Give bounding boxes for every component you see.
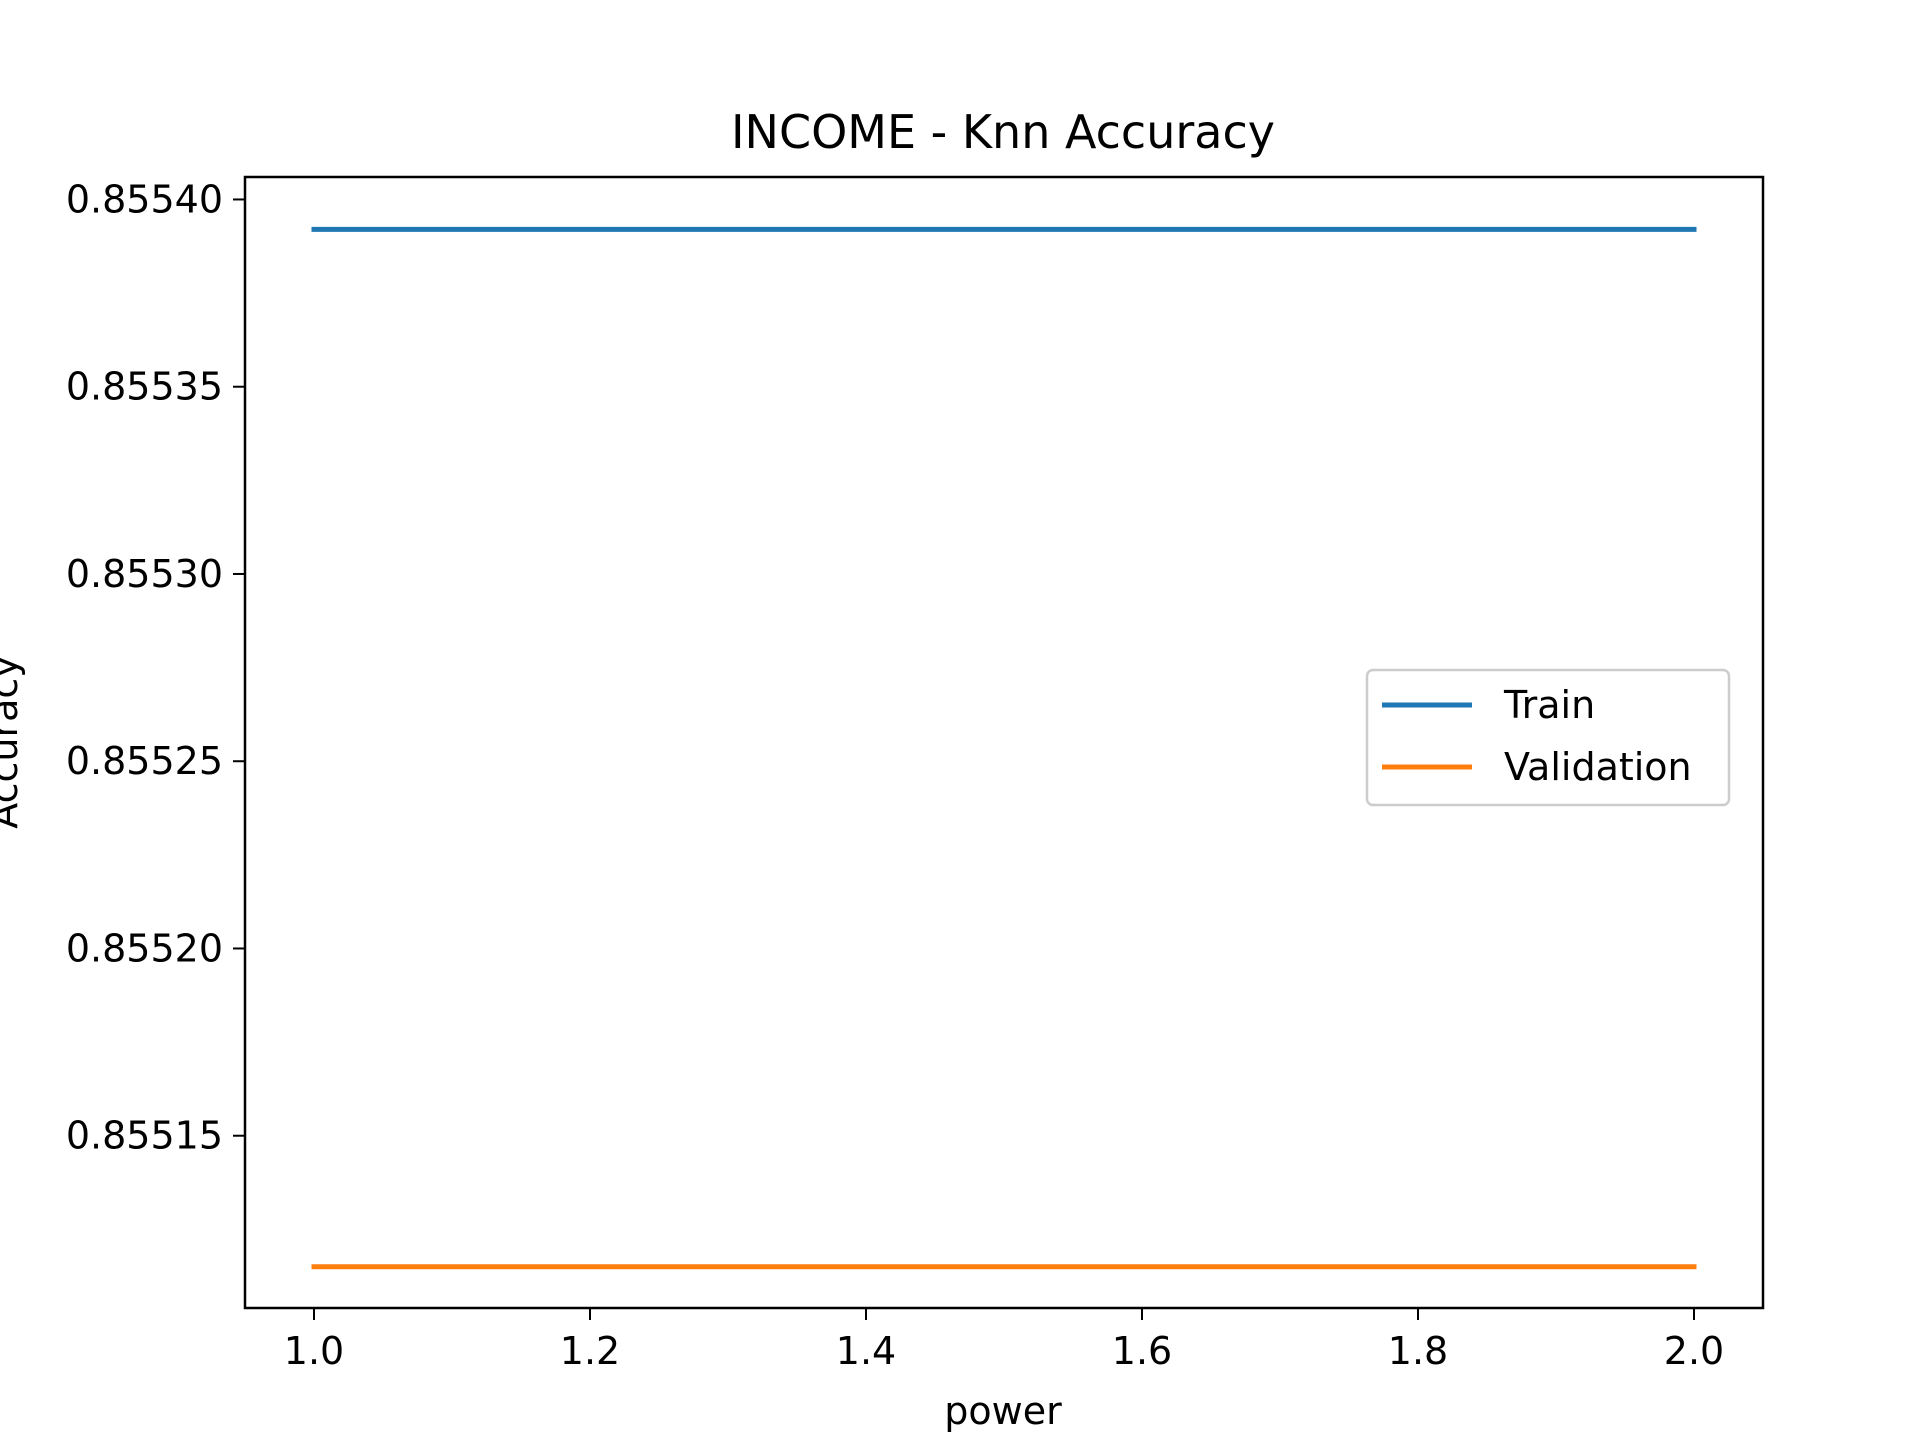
y-tick-label: 0.85530 — [66, 552, 223, 596]
legend-label: Train — [1503, 683, 1595, 727]
x-tick-label: 1.6 — [1112, 1329, 1172, 1373]
legend: Train Validation — [1365, 668, 1731, 807]
plot-frame — [243, 175, 1765, 1310]
y-tick-label: 0.85520 — [66, 926, 223, 970]
plot-content — [311, 226, 1697, 1270]
y-tick-label: 0.85540 — [66, 177, 223, 221]
x-axis-label: power — [944, 1389, 1062, 1433]
y-tick-label: 0.85525 — [66, 739, 223, 783]
x-tick-label: 1.4 — [836, 1329, 896, 1373]
y-axis-ticks: 0.85515 0.85520 0.85525 0.85530 0.85535 0.855… — [66, 177, 245, 1158]
y-axis-label: Accuracy — [0, 655, 26, 829]
chart-title: INCOME - Knn Accuracy — [731, 105, 1275, 159]
y-tick-label: 0.85535 — [66, 365, 223, 409]
x-tick-label: 1.0 — [284, 1329, 344, 1373]
x-tick-label: 1.2 — [560, 1329, 620, 1373]
y-tick-label: 0.85515 — [66, 1114, 223, 1158]
x-tick-label: 1.8 — [1388, 1329, 1448, 1373]
legend-label: Validation — [1504, 745, 1692, 789]
x-axis-ticks: 1.0 1.2 1.4 1.6 1.8 2.0 — [284, 1308, 1724, 1373]
x-tick-label: 2.0 — [1664, 1329, 1724, 1373]
